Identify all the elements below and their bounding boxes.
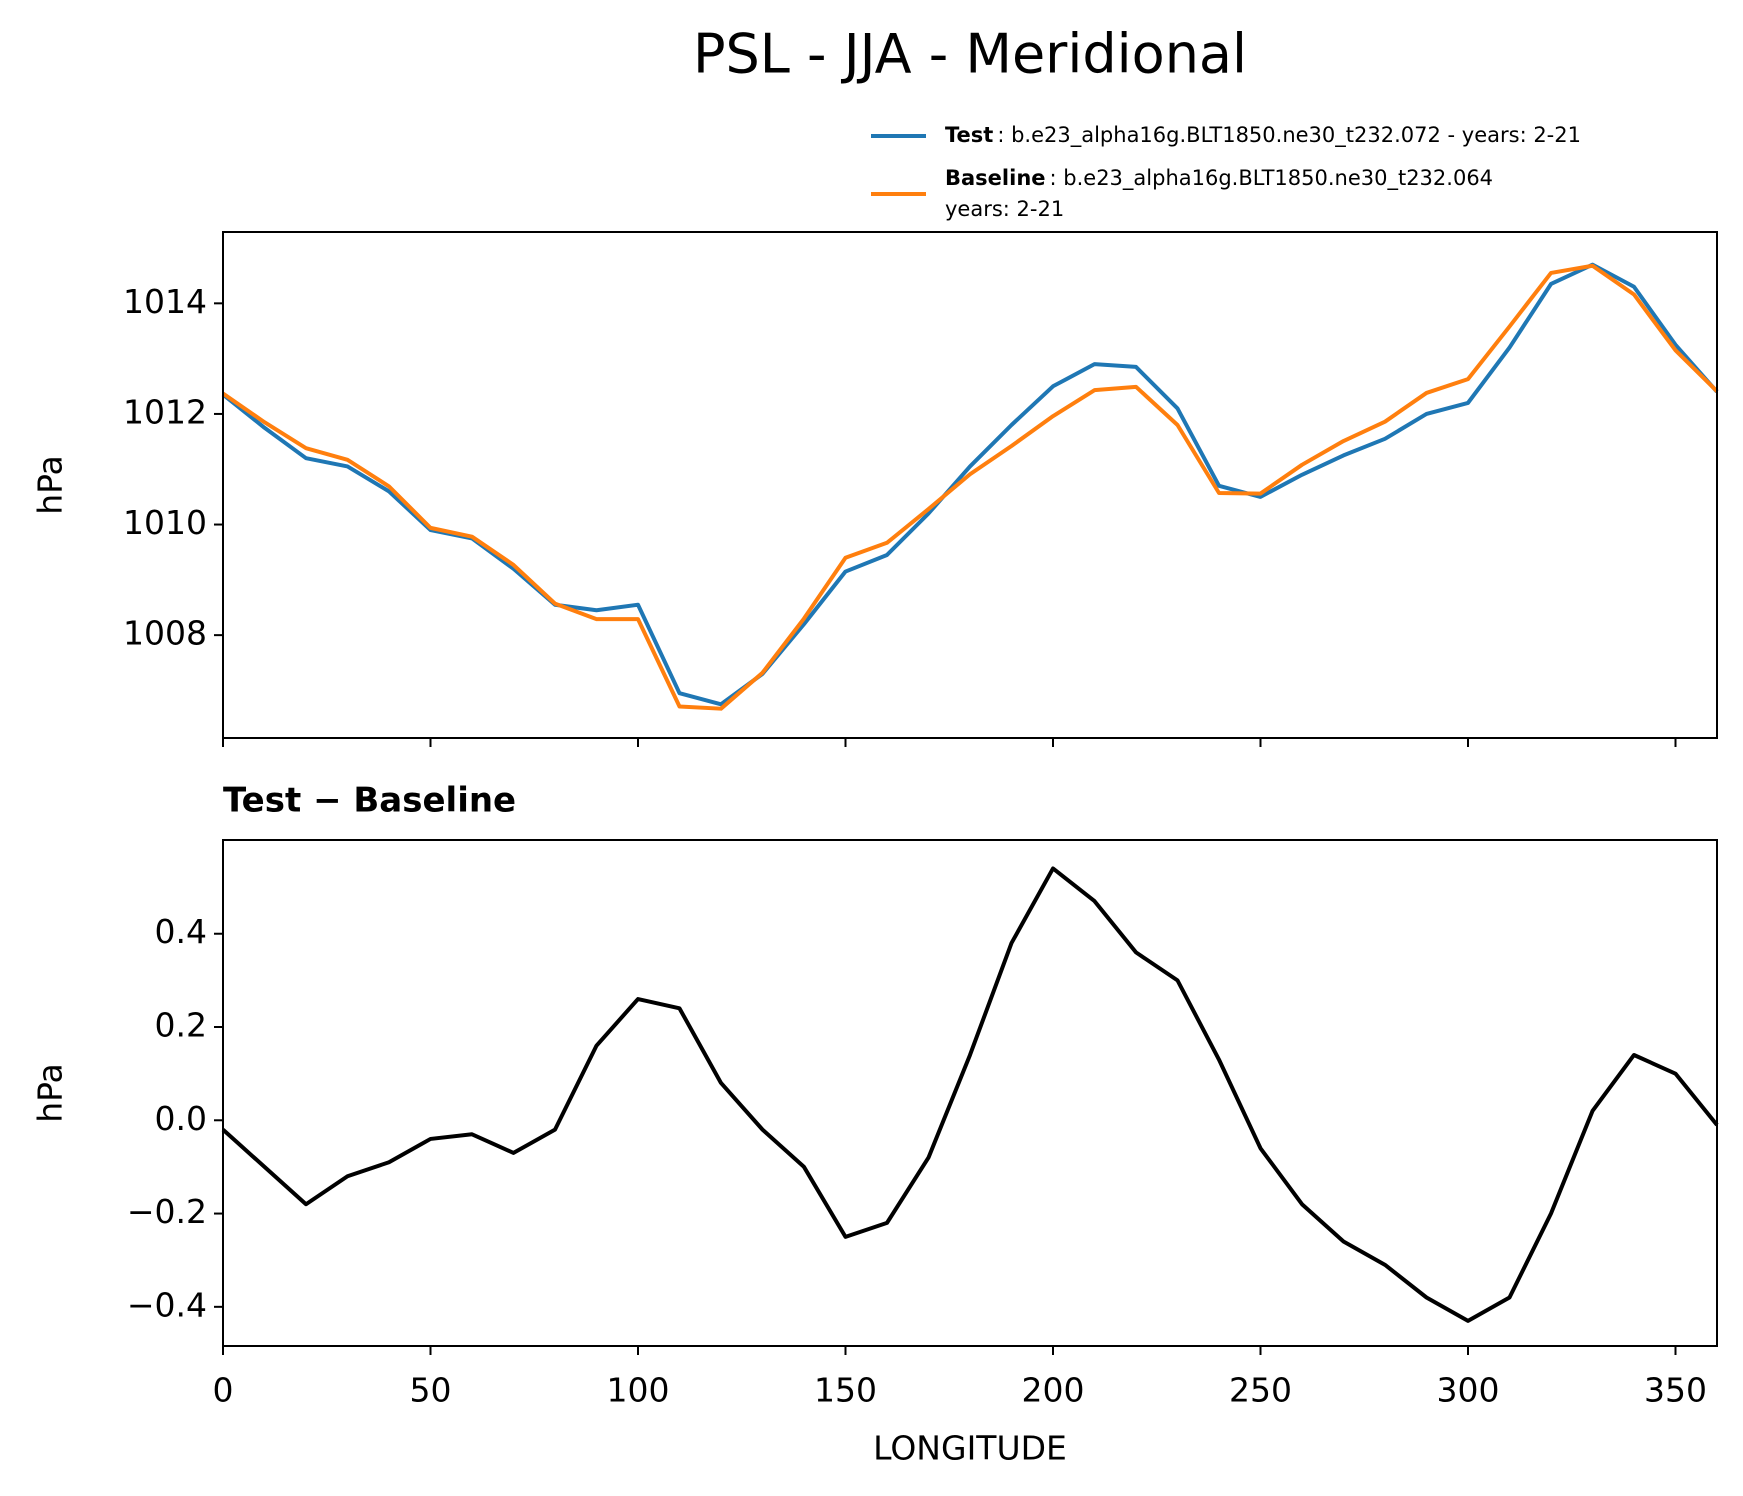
line xyxy=(221,263,1719,711)
legend-name: Test xyxy=(945,123,993,147)
axes-title: Test − Baseline xyxy=(223,781,516,821)
y-tick-label: 1014 xyxy=(123,282,207,321)
x-axis-label: LONGITUDE xyxy=(873,1429,1067,1468)
y-tick-label: 1010 xyxy=(123,503,207,542)
x-tick-label: 50 xyxy=(410,1371,452,1410)
x-tick-label: 0 xyxy=(213,1371,234,1410)
y-tick-label: −0.2 xyxy=(127,1192,207,1231)
legend-label: Test: b.e23_alpha16g.BLT1850.ne30_t232.0… xyxy=(945,123,1581,148)
axes-frame xyxy=(222,231,1718,739)
legend-label: Baseline: b.e23_alpha16g.BLT1850.ne30_t2… xyxy=(945,166,1493,191)
legend-description: : b.e23_alpha16g.BLT1850.ne30_t232.064 xyxy=(1050,166,1494,191)
x-tick-label: 250 xyxy=(1229,1371,1292,1410)
y-tick-label: −0.4 xyxy=(127,1285,207,1324)
y-tick-label: 0.0 xyxy=(155,1099,207,1138)
x-tick-label: 300 xyxy=(1437,1371,1500,1410)
y-tick-label: 1008 xyxy=(123,614,207,653)
y-axis-label: hPa xyxy=(31,455,70,515)
y-tick-label: 0.2 xyxy=(155,1006,207,1045)
legend-description: : b.e23_alpha16g.BLT1850.ne30_t232.072 -… xyxy=(997,123,1581,148)
figure-title: PSL - JJA - Meridional xyxy=(693,23,1247,86)
x-tick-label: 350 xyxy=(1644,1371,1707,1410)
y-tick-label: 1012 xyxy=(123,392,207,431)
y-tick-label: 0.4 xyxy=(155,912,207,951)
axes-frame xyxy=(222,839,1718,1347)
x-tick-label: 150 xyxy=(814,1371,877,1410)
x-tick-label: 200 xyxy=(1022,1371,1085,1410)
line xyxy=(221,866,1719,1323)
legend-name: Baseline xyxy=(945,166,1046,190)
legend-label: years: 2-21 xyxy=(945,197,1064,221)
x-tick-label: 100 xyxy=(607,1371,670,1410)
y-axis-label: hPa xyxy=(31,1063,70,1123)
